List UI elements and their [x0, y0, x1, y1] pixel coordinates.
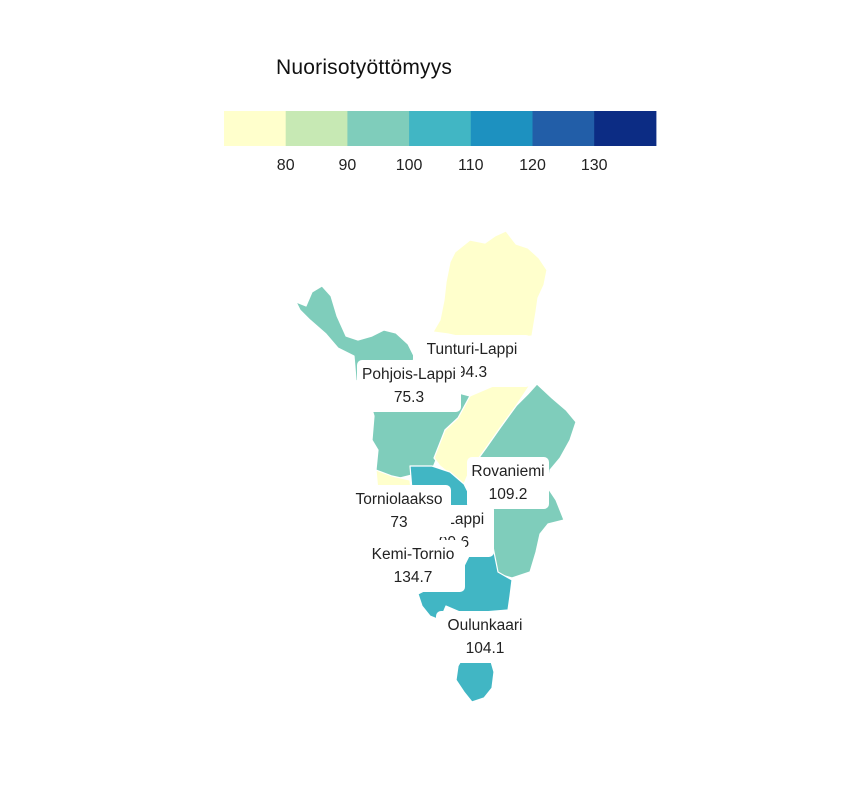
region-label: Torniolaakso 73	[347, 485, 451, 537]
legend-bin	[470, 111, 533, 146]
legend-title: Nuorisotyöttömyys	[276, 56, 453, 79]
region-label: Rovaniemi 109.2	[467, 457, 549, 509]
region-label-value: 134.7	[394, 569, 433, 586]
region-label-name: Rovaniemi	[471, 463, 544, 480]
region-label-name: Kemi-Tornio	[372, 546, 455, 563]
region-label-name: Oulunkaari	[448, 617, 523, 634]
legend-bin	[347, 111, 410, 146]
region-label: Oulunkaari 104.1	[436, 611, 534, 663]
region-label-value: 73	[390, 514, 407, 531]
region-pohjois-lappi	[432, 230, 548, 341]
region-label-name: Torniolaakso	[355, 491, 442, 508]
legend-bin	[532, 111, 595, 146]
region-label-box	[347, 485, 451, 537]
region-label-box	[361, 540, 465, 592]
legend-tick-label: 80	[277, 157, 295, 174]
region-label-value: 75.3	[394, 389, 424, 406]
region-label: Kemi-Tornio 134.7	[361, 540, 465, 592]
legend-tick-labels: 80 90 100 110 120 130	[277, 157, 608, 174]
region-label-value: 109.2	[489, 486, 528, 503]
legend-tick-label: 100	[396, 157, 423, 174]
legend-bin	[224, 111, 287, 146]
region-label-value: 104.1	[466, 640, 505, 657]
legend-tick-label: 90	[339, 157, 357, 174]
legend-bin	[285, 111, 348, 146]
legend-tick-label: 110	[458, 157, 484, 174]
legend-tick-label: 130	[581, 157, 608, 174]
region-label-value: 94.3	[457, 364, 487, 381]
region-label-name: Pohjois-Lappi	[362, 366, 456, 383]
region-label-name: Tunturi-Lappi	[427, 341, 518, 358]
region-label: Pohjois-Lappi 75.3	[357, 360, 461, 412]
legend-bin	[594, 111, 657, 146]
legend-colorbar	[224, 111, 657, 146]
region-label-box	[357, 360, 461, 412]
region-label-box	[467, 457, 549, 509]
legend-tick-label: 120	[519, 157, 546, 174]
region-label-box	[436, 611, 534, 663]
legend-bin	[409, 111, 472, 146]
